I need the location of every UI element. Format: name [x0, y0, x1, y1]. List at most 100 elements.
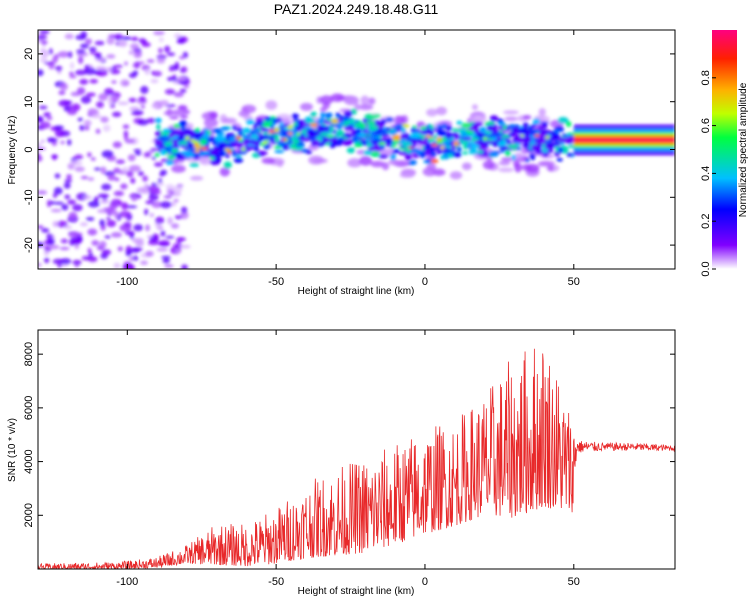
spectral-blob [39, 48, 47, 52]
spectral-blob [453, 135, 461, 140]
spectral-blob [43, 112, 51, 118]
spectral-blob [148, 193, 159, 201]
spectral-blob [69, 75, 77, 79]
spectral-blob [106, 217, 111, 221]
spectral-blob [309, 129, 317, 135]
spectral-blob [162, 258, 171, 264]
spectral-blob [538, 124, 543, 131]
spectral-blob [392, 134, 402, 141]
y-tick-label: -10 [23, 189, 35, 205]
spectral-blob [171, 201, 177, 207]
spectral-blob [484, 130, 493, 135]
spectral-blob [440, 137, 448, 141]
spectral-blob [104, 235, 111, 239]
colorbar [712, 30, 737, 269]
spectral-blob [68, 71, 74, 76]
spectral-blob [96, 68, 108, 77]
spectral-blob [461, 137, 473, 141]
spectral-blob [75, 69, 87, 76]
spectral-blob [124, 61, 129, 66]
spectral-blob [180, 206, 188, 214]
spectral-blob [124, 138, 136, 144]
colorbar-tick-label: 0.4 [700, 166, 712, 181]
spectral-blob [370, 151, 381, 158]
spectral-blob [145, 250, 154, 257]
spectral-blob [178, 55, 185, 60]
spectral-blob [158, 37, 164, 43]
spectral-blob [365, 116, 377, 120]
spectral-blob [172, 141, 178, 149]
spectral-blob [54, 125, 64, 130]
spectral-blob [357, 133, 366, 138]
spectral-blob [520, 134, 525, 138]
spectral-blob [363, 150, 372, 156]
spectral-blob [124, 230, 135, 236]
spectral-blob [156, 123, 161, 131]
spectral-blob [128, 165, 141, 172]
spectral-blob [549, 135, 557, 142]
spectral-blob [145, 224, 150, 232]
spectral-blob [154, 139, 163, 146]
spectral-blob [279, 121, 285, 127]
spectral-blob [498, 167, 514, 173]
spectral-blob [331, 119, 339, 123]
spectral-blob [176, 237, 182, 244]
spectral-blob [522, 114, 532, 120]
spectral-blob [296, 132, 301, 137]
spectral-blob [38, 225, 44, 229]
spectral-blob [125, 249, 132, 257]
spectral-blob [49, 138, 58, 142]
spectral-blob [155, 130, 162, 137]
spectral-blob [67, 139, 72, 146]
spectral-blob [169, 116, 179, 120]
spectral-blob [76, 49, 86, 54]
spectral-blob [525, 158, 530, 163]
spectral-blob [79, 124, 85, 131]
spectral-blob [160, 136, 165, 140]
spectral-blob [263, 140, 268, 145]
spectral-blob [79, 222, 89, 227]
spectral-blob [133, 224, 144, 232]
spectral-blob [177, 135, 184, 142]
spectral-blob [174, 61, 180, 70]
spectral-blob [530, 153, 536, 161]
spectral-blob [507, 144, 519, 149]
spectral-blob [223, 161, 232, 169]
spectral-blob [562, 147, 569, 154]
spectral-blob [347, 118, 356, 125]
spectral-blob [242, 134, 250, 140]
spectral-blob [514, 152, 523, 160]
spectral-blob [341, 116, 349, 121]
spectral-blob [38, 190, 48, 195]
spectrogram-x-axis-label: Height of straight line (km) [298, 286, 415, 297]
spectral-blob [159, 173, 165, 177]
spectral-blob [395, 124, 404, 128]
spectral-blob [241, 147, 246, 152]
spectral-blob [238, 138, 244, 142]
spectral-blob [126, 170, 134, 178]
spectral-blob [57, 51, 70, 58]
spectral-blob [431, 151, 437, 157]
x-tick-label: 50 [568, 576, 580, 588]
spectral-blob [482, 160, 495, 170]
spectral-blob [86, 92, 96, 97]
spectral-blob [194, 132, 203, 139]
spectral-blob [237, 130, 244, 137]
spectral-blob [69, 61, 75, 70]
spectral-blob [503, 110, 519, 115]
spectral-blob [143, 151, 151, 158]
colorbar-ticks: 0.0 0.2 0.4 0.6 0.8 [700, 70, 716, 277]
spectral-blob [260, 135, 271, 140]
spectral-blob [539, 160, 555, 166]
spectral-blob [167, 216, 173, 225]
spectral-blob [161, 255, 171, 259]
spectral-blob [174, 215, 183, 220]
spectral-blob [257, 150, 268, 156]
spectral-blob [237, 155, 242, 159]
spectral-blob [224, 147, 231, 152]
spectral-blob [522, 122, 529, 129]
spectral-blob [330, 93, 345, 102]
spectral-blob [80, 31, 88, 39]
spectral-blob [532, 128, 540, 133]
spectral-blob [231, 142, 237, 148]
